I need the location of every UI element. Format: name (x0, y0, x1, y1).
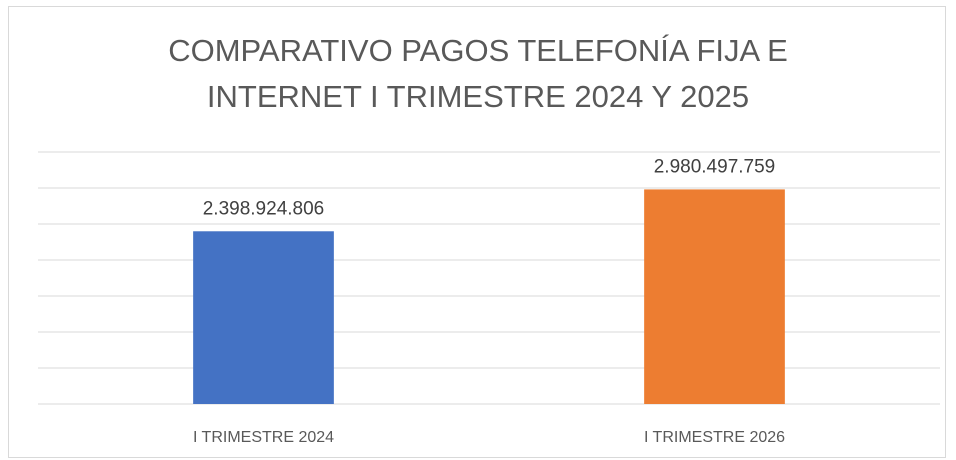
x-tick-label: I TRIMESTRE 2026 (644, 429, 785, 446)
data-label: 2.980.497.759 (654, 156, 776, 177)
data-label: 2.398.924.806 (203, 198, 325, 219)
bar (644, 189, 785, 404)
bar (193, 231, 334, 404)
chart-frame (8, 6, 946, 458)
x-tick-label: I TRIMESTRE 2024 (193, 429, 334, 446)
chart-title: COMPARATIVO PAGOS TELEFONÍA FIJA E INTER… (168, 33, 788, 114)
